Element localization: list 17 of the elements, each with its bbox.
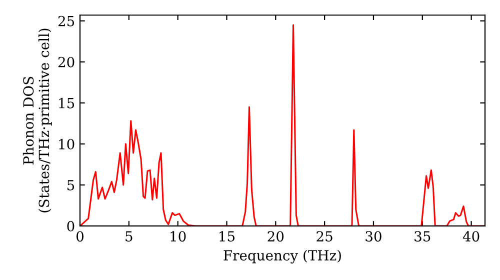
x-tick-label: 5 [126, 231, 132, 242]
y-tick-label: 20 [58, 56, 74, 68]
x-tick-label: 25 [316, 231, 332, 242]
y-tick-label: 15 [59, 98, 74, 108]
x-tick-label: 35 [414, 231, 430, 242]
y-tick-label: 25 [58, 16, 74, 26]
x-tick-label: 10 [170, 231, 186, 242]
y-tick-label: 10 [59, 138, 74, 150]
x-tick-label: 15 [220, 231, 235, 242]
y-tick-label: 0 [67, 220, 74, 232]
x-axis-title: Frequency (THz) [224, 250, 341, 264]
y-axis-title: Phonon DOS (States/THz·primitive cell) [22, 28, 52, 212]
x-tick-label: 40 [462, 231, 480, 242]
x-tick-label: 30 [366, 231, 382, 242]
x-tick-label: 0 [76, 231, 84, 242]
x-tick-label: 20 [268, 231, 284, 242]
y-tick-label: 5 [67, 180, 74, 190]
